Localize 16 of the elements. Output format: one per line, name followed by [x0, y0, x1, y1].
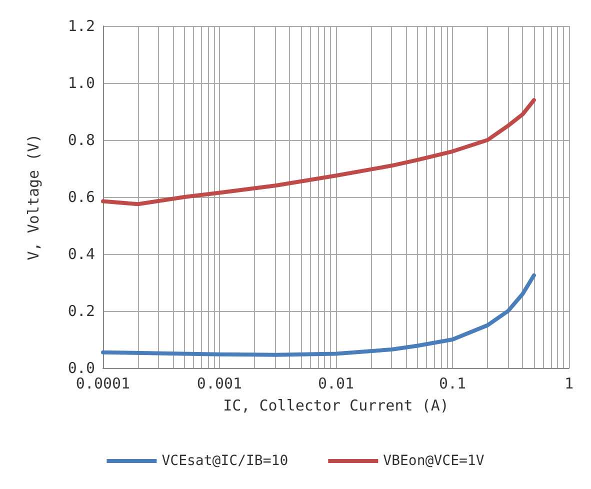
y-tick-label: 1.2 — [68, 17, 95, 35]
y-tick-label: 0.0 — [68, 359, 95, 377]
legend-label: VCEsat@IC/IB=10 — [162, 453, 288, 469]
y-axis-title: V, Voltage (V) — [24, 134, 42, 260]
legend-label: VBEon@VCE=1V — [383, 453, 485, 469]
x-tick-label: 0.1 — [438, 374, 466, 392]
x-tick-label: 0.001 — [196, 374, 242, 392]
y-tick-label: 0.6 — [68, 188, 95, 206]
y-tick-label: 0.8 — [68, 131, 95, 149]
y-tick-label: 1.0 — [68, 74, 95, 92]
x-tick-label: 0.0001 — [76, 374, 130, 392]
x-axis-title: IC, Collector Current (A) — [223, 396, 449, 414]
x-tick-label: 1 — [564, 374, 574, 392]
y-tick-label: 0.4 — [68, 245, 95, 263]
x-tick-label: 0.01 — [318, 374, 354, 392]
y-tick-label: 0.2 — [68, 302, 95, 320]
